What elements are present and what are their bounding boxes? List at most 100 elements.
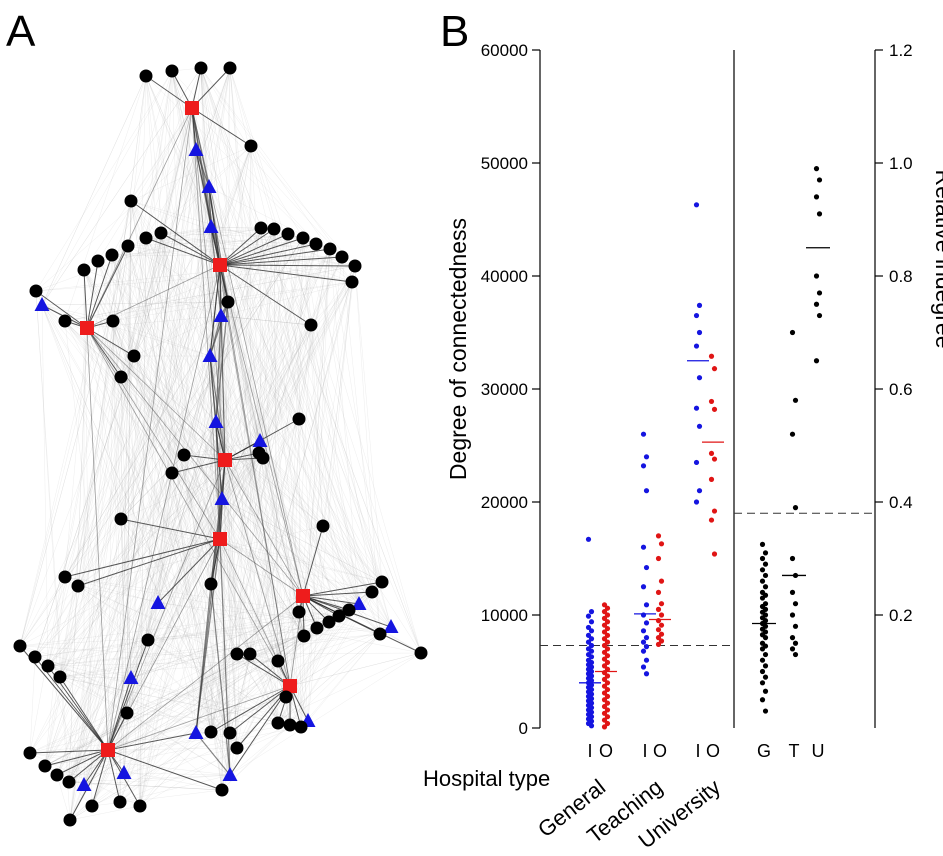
network-edge — [160, 232, 221, 266]
data-point — [604, 646, 611, 652]
network-edge — [107, 732, 197, 751]
data-point — [655, 606, 662, 612]
network-edge — [77, 525, 324, 587]
data-point — [655, 555, 662, 562]
network-node-circle — [230, 741, 244, 755]
data-point — [601, 602, 608, 608]
network-edge — [123, 149, 197, 774]
data-point — [604, 680, 611, 686]
network-edge — [219, 538, 251, 655]
network-node-circle — [23, 746, 37, 760]
data-point — [601, 622, 608, 628]
network-edge — [221, 633, 381, 791]
network-edge — [285, 237, 304, 698]
data-point — [588, 723, 595, 729]
network-node-circle — [297, 629, 311, 643]
network-edge — [19, 355, 211, 647]
network-edge — [68, 324, 312, 783]
network-edge — [210, 635, 305, 733]
network-node-circle — [177, 448, 191, 462]
network-node-circle — [139, 69, 153, 83]
data-point — [711, 456, 718, 462]
data-point — [696, 329, 703, 336]
network-node-circle — [165, 466, 179, 480]
network-edge — [29, 656, 36, 754]
network-edge — [68, 774, 231, 783]
network-edge — [86, 327, 381, 635]
network-edge — [127, 245, 251, 655]
network-edge — [97, 107, 193, 262]
data-point — [640, 584, 647, 590]
right-tick-label: 0.4 — [889, 493, 913, 512]
network-edge — [191, 107, 221, 540]
sub-tick-label: O — [599, 741, 613, 761]
network-edge — [126, 200, 132, 714]
network-edge — [112, 237, 147, 322]
network-edge — [195, 149, 312, 326]
network-node-circle — [58, 570, 72, 584]
data-point — [604, 673, 611, 679]
network-edge — [236, 653, 291, 687]
network-edge — [47, 237, 147, 667]
network-edge — [200, 67, 330, 623]
network-edge — [130, 67, 231, 679]
data-point — [658, 622, 665, 628]
sub-tick-label: O — [706, 741, 720, 761]
network-edge — [35, 290, 231, 734]
network-edge — [86, 243, 317, 329]
data-point — [640, 628, 647, 634]
network-edge — [64, 538, 221, 578]
network-edge — [262, 243, 317, 459]
network-edge — [68, 653, 238, 783]
network-edge — [69, 186, 210, 821]
network-node-circle — [279, 690, 293, 704]
data-point — [643, 564, 650, 571]
data-point — [711, 508, 718, 514]
network-edge — [35, 265, 356, 292]
data-point — [640, 612, 647, 618]
network-edge — [289, 652, 422, 687]
network-edge — [83, 627, 318, 786]
network-node-square — [185, 101, 199, 115]
network-edge — [229, 724, 291, 776]
network-edge — [107, 595, 304, 751]
network-edge — [64, 576, 291, 687]
network-edge — [112, 256, 343, 322]
network-edge — [289, 652, 422, 687]
network-edge — [145, 75, 221, 266]
network-nodes — [13, 61, 428, 827]
network-edge — [160, 232, 212, 733]
left-tick-label: 10000 — [481, 606, 528, 625]
data-point — [601, 629, 608, 635]
network-edge — [68, 324, 312, 783]
network-edge — [120, 264, 221, 520]
network-edge — [354, 265, 383, 583]
network-node-circle — [124, 194, 138, 208]
network-edge — [97, 227, 262, 262]
network-edge — [277, 324, 312, 662]
network-node-circle — [244, 139, 258, 153]
network-node-circle — [41, 659, 55, 673]
network-edge — [171, 70, 279, 724]
network-edge — [35, 290, 70, 783]
network-edge — [64, 265, 356, 322]
right-tick-label: 1.2 — [889, 41, 913, 60]
network-edge — [130, 611, 300, 679]
network-edge — [157, 472, 173, 604]
network-edge — [220, 315, 312, 326]
network-edge — [56, 774, 71, 821]
network-edge — [229, 67, 360, 605]
network-node-square — [296, 589, 310, 603]
network-edge — [123, 677, 132, 774]
network-edge — [133, 149, 197, 357]
network-node-triangle — [76, 777, 92, 791]
network-node-circle — [165, 64, 179, 78]
network-edge — [147, 615, 340, 641]
data-point — [708, 398, 715, 405]
network-node-circle — [71, 579, 85, 593]
network-edge — [285, 603, 360, 698]
network-edge — [35, 70, 173, 292]
network-edge — [219, 418, 300, 540]
right-axis-label: Relative indegree — [931, 169, 943, 348]
network-edge — [210, 583, 231, 776]
